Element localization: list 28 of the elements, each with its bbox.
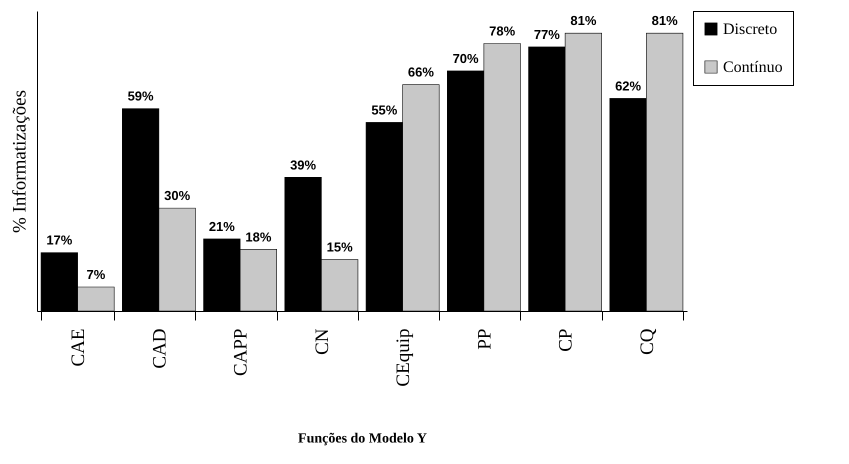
data-label: 30% [164,188,191,204]
data-label: 70% [452,50,480,66]
data-label: 21% [208,218,236,234]
x-tick-label: CN [312,328,333,355]
legend-label: Contínuo [723,59,783,76]
data-label: 59% [128,88,154,104]
data-label: 15% [326,240,354,255]
data-label: 81% [652,13,678,28]
x-tick-label: PP [474,328,496,350]
data-label: 78% [489,24,516,39]
x-axis-title: Funções do Modelo Y [298,432,427,447]
x-tick-label: CAE [68,328,90,366]
data-label: 39% [290,157,317,172]
legend-label: Discreto [723,21,778,38]
x-tick-label: CQ [636,328,658,355]
data-label: 7% [86,266,106,282]
y-axis-title: % Informatizações [10,90,30,233]
data-label: 55% [371,102,398,118]
data-label: 62% [615,78,642,94]
x-tick-label: CAD [149,328,170,369]
x-tick-label: CEquip [393,328,414,387]
data-label: 18% [245,229,272,244]
data-label: 77% [534,26,560,42]
data-label: 17% [46,232,73,248]
data-label: 66% [408,64,434,80]
x-tick-label: CAPP [230,328,252,376]
data-label: 81% [570,13,597,28]
x-tick-label: CP [556,328,577,352]
